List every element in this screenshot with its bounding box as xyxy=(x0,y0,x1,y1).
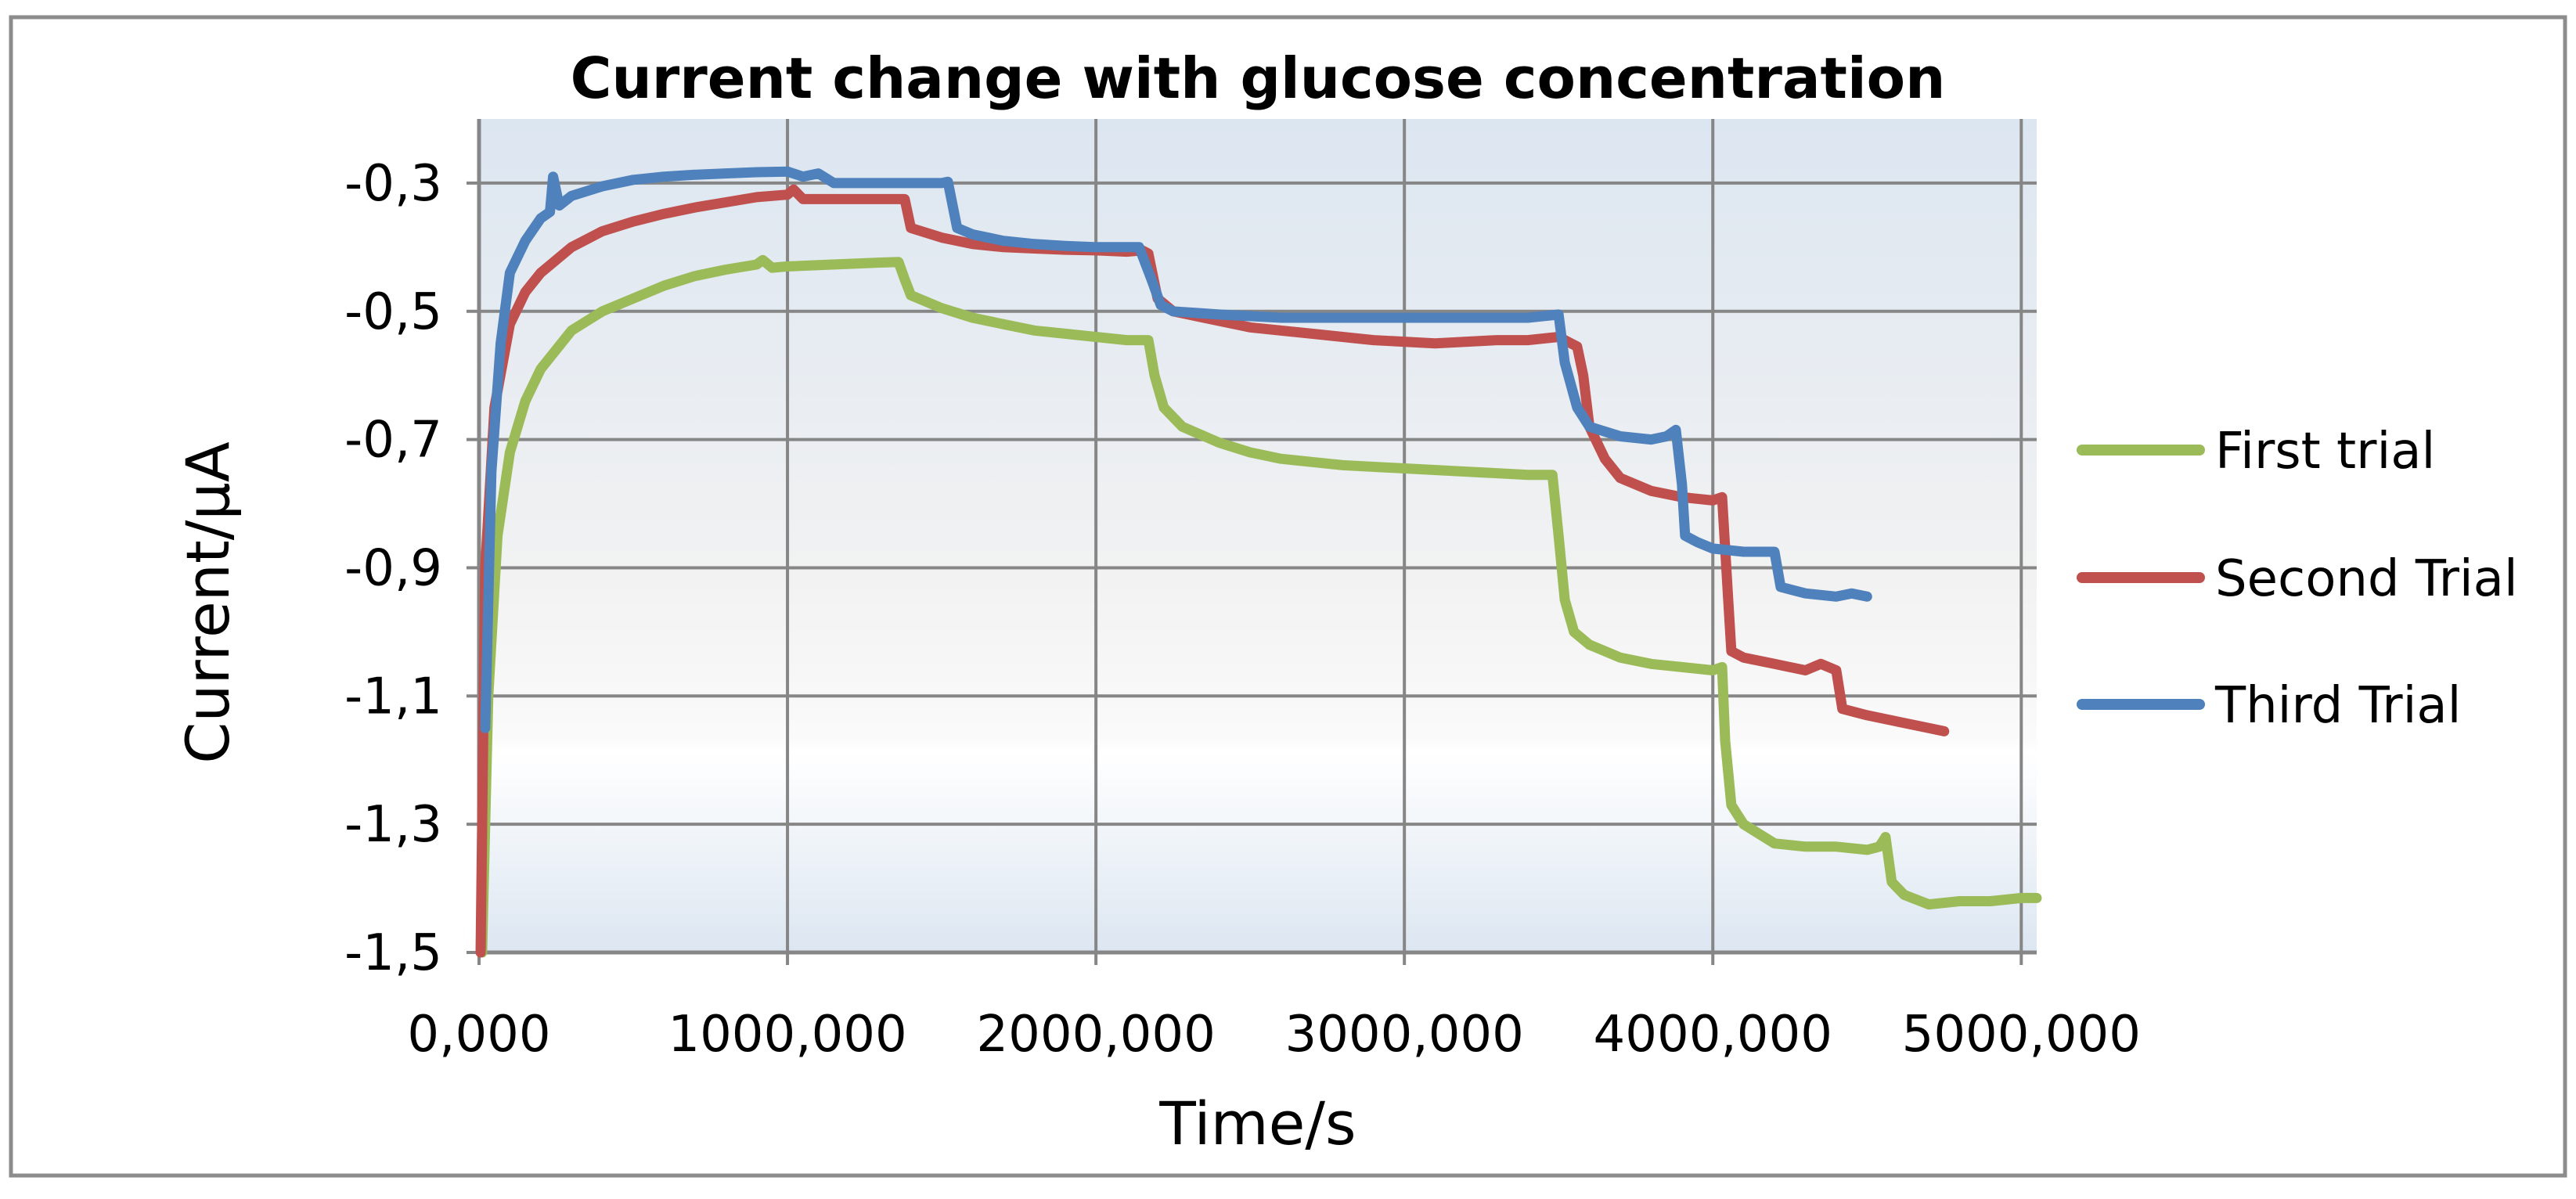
series-line-first-trial xyxy=(477,254,2042,958)
plot-area xyxy=(479,119,2037,952)
legend-label-first-trial: First trial xyxy=(2215,423,2435,481)
y-tick-label: -1,5 xyxy=(344,924,442,982)
x-tick-label: 3000,000 xyxy=(1284,1006,1523,1064)
series-line-third-trial xyxy=(480,166,1872,733)
legend-label-third-trial: Third Trial xyxy=(2214,677,2461,735)
y-tick-label: -0,3 xyxy=(344,155,442,213)
y-tick-label: -1,3 xyxy=(344,796,442,854)
chart-title: Current change with glucose concentratio… xyxy=(571,45,1946,111)
x-tick-label: 1000,000 xyxy=(668,1006,906,1064)
y-axis-label: Current/µA xyxy=(173,441,243,763)
legend-label-second-trial: Second Trial xyxy=(2215,550,2518,608)
x-tick-label: 4000,000 xyxy=(1594,1006,1832,1064)
x-tick-label: 5000,000 xyxy=(1902,1006,2141,1064)
y-tick-label: -0,9 xyxy=(344,539,442,597)
series-lines xyxy=(475,166,2042,958)
y-tick-label: -0,7 xyxy=(344,412,442,470)
y-tick-label: -0,5 xyxy=(344,283,442,341)
x-tick-label: 0,000 xyxy=(407,1006,550,1064)
y-tick-label: -1,1 xyxy=(344,668,442,726)
legend: First trial Second Trial Third Trial xyxy=(2077,423,2518,735)
x-tick-label: 2000,000 xyxy=(976,1006,1215,1064)
x-axis-label: Time/s xyxy=(1158,1089,1356,1158)
